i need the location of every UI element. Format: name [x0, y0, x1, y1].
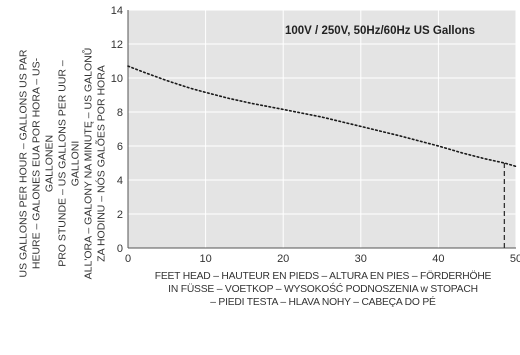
- y-axis-title-line: ALL'ORA – GALONY NA MINUTĘ – US GALONŮ: [82, 47, 95, 280]
- series-line: [127, 65, 517, 168]
- y-axis-title-line: US GALLONS PER HOUR – GALLONS US PAR: [17, 49, 30, 278]
- y-axis-title-line: HEURE – GALONES EUA POR HORA – US-GALLON…: [30, 57, 56, 270]
- y-axis-title: US GALLONS PER HOUR – GALLONS US PAR HEU…: [18, 39, 109, 289]
- y-tick-label: 6: [117, 141, 123, 153]
- x-axis-title: FEET HEAD – HAUTEUR EN PIEDS – ALTURA EN…: [128, 270, 518, 309]
- x-tick-label: 20: [277, 253, 289, 265]
- x-tick-label: 40: [432, 253, 444, 265]
- x-tick-label: 0: [125, 253, 131, 265]
- x-axis-title-line: FEET HEAD – HAUTEUR EN PIEDS – ALTURA EN…: [154, 271, 492, 282]
- x-tick-label: 50: [510, 253, 520, 265]
- y-tick-label: 2: [117, 209, 123, 221]
- y-axis-title-line: PRO STUNDE – US GALLONS PER UUR – GALLON…: [56, 60, 82, 267]
- y-tick-label: 10: [111, 73, 123, 85]
- x-axis-title-line: IN FÜSSE – VOETKOP – WYSOKOŚĆ PODNOSZENI…: [168, 284, 478, 295]
- y-tick-label: 0: [117, 243, 123, 255]
- x-tick-label: 10: [199, 253, 211, 265]
- y-tick-label: 4: [117, 175, 123, 187]
- y-tick-label: 8: [117, 107, 123, 119]
- x-axis-title-line: – PIEDI TESTA – HLAVA NOHY – CABEÇA DO P…: [210, 297, 436, 308]
- chart-title: 100V / 250V, 50Hz/60Hz US Gallons: [285, 25, 476, 37]
- y-axis-title-line: ZA HODINU – NÓS GALÕES POR HORA: [95, 65, 108, 262]
- y-tick-label: 14: [111, 5, 123, 17]
- x-tick-label: 30: [355, 253, 367, 265]
- y-tick-label: 12: [111, 39, 123, 51]
- plot-area: [128, 10, 516, 248]
